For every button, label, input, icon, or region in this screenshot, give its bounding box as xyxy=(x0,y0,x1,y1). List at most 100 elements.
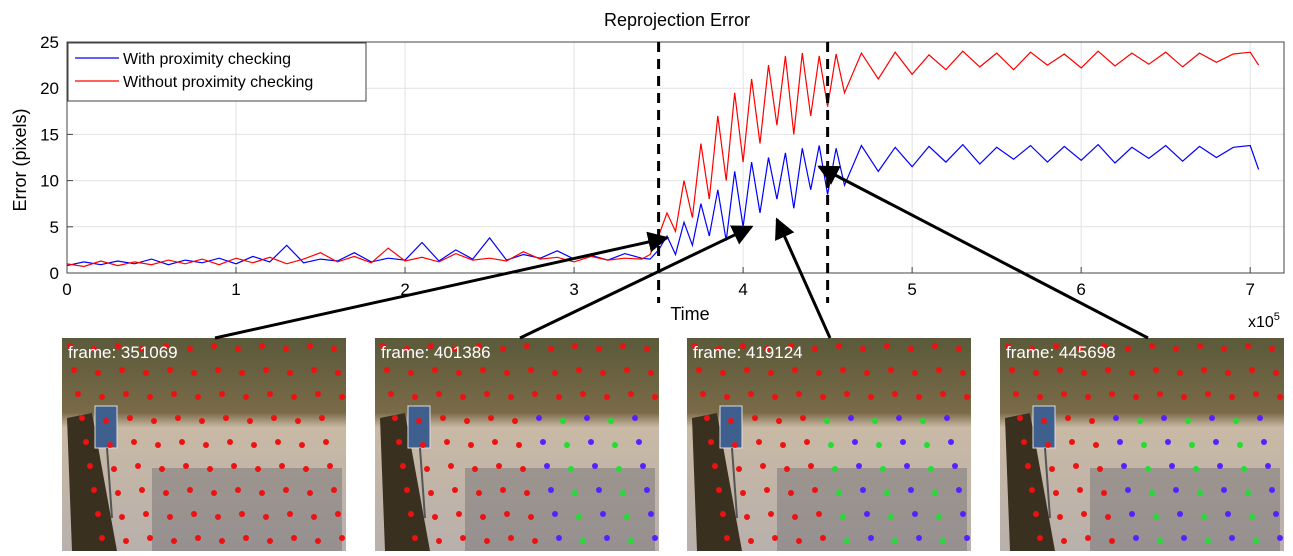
series-line xyxy=(66,50,1260,268)
feature-point xyxy=(920,418,926,424)
feature-point xyxy=(95,370,101,376)
feature-point xyxy=(644,346,650,352)
feature-point xyxy=(1069,439,1075,445)
feature-point xyxy=(600,370,606,376)
feature-point xyxy=(1133,394,1139,400)
feature-point xyxy=(1169,463,1175,469)
feature-point xyxy=(111,466,117,472)
feature-point xyxy=(1149,343,1155,349)
x-tick-label: 5 xyxy=(907,280,916,299)
feature-point xyxy=(792,514,798,520)
feature-point xyxy=(243,535,249,541)
feature-point xyxy=(1201,514,1207,520)
feature-point xyxy=(532,391,538,397)
feature-point xyxy=(259,490,265,496)
feature-point xyxy=(392,415,398,421)
feature-point xyxy=(612,442,618,448)
feature-point xyxy=(736,466,742,472)
feature-point xyxy=(1185,418,1191,424)
feature-point xyxy=(836,343,842,349)
legend-box xyxy=(67,42,367,102)
feature-point xyxy=(1225,511,1231,517)
feature-point xyxy=(708,439,714,445)
feature-point xyxy=(1197,343,1203,349)
feature-point xyxy=(1129,511,1135,517)
feature-point xyxy=(732,442,738,448)
feature-point xyxy=(1205,391,1211,397)
feature-point xyxy=(1025,463,1031,469)
feature-point xyxy=(580,391,586,397)
frame-label: frame: 351069 xyxy=(68,343,178,362)
feature-point xyxy=(892,538,898,544)
sign-post xyxy=(731,447,738,519)
feature-point xyxy=(408,511,414,517)
feature-point xyxy=(271,415,277,421)
feature-point xyxy=(956,487,962,493)
feature-point xyxy=(307,490,313,496)
feature-point xyxy=(203,442,209,448)
feature-point xyxy=(880,466,886,472)
feature-point xyxy=(1237,442,1243,448)
feature-point xyxy=(1033,370,1039,376)
feature-point xyxy=(860,487,866,493)
arrow xyxy=(817,165,1149,340)
feature-point xyxy=(1029,487,1035,493)
feature-point xyxy=(944,415,950,421)
feature-point xyxy=(784,466,790,472)
feature-point xyxy=(251,442,257,448)
feature-point xyxy=(1065,415,1071,421)
feature-point xyxy=(436,538,442,544)
feature-point xyxy=(476,343,482,349)
feature-point xyxy=(508,535,514,541)
feature-point xyxy=(1057,514,1063,520)
feature-point xyxy=(692,343,698,349)
feature-point xyxy=(448,463,454,469)
feature-point xyxy=(640,463,646,469)
frame-label: frame: 401386 xyxy=(381,343,491,362)
feature-point xyxy=(872,418,878,424)
feature-point xyxy=(163,490,169,496)
feature-point xyxy=(728,418,734,424)
feature-point xyxy=(87,463,93,469)
feature-point xyxy=(908,487,914,493)
feature-point xyxy=(940,538,946,544)
feature-point xyxy=(628,538,634,544)
feature-point xyxy=(796,538,802,544)
feature-point xyxy=(1181,394,1187,400)
feature-point xyxy=(568,466,574,472)
feature-point xyxy=(1181,535,1187,541)
series-line xyxy=(66,143,1260,267)
feature-point xyxy=(143,370,149,376)
feature-point xyxy=(504,370,510,376)
feature-point xyxy=(239,370,245,376)
feature-point xyxy=(1081,370,1087,376)
feature-point xyxy=(1225,370,1231,376)
feature-point xyxy=(1021,439,1027,445)
feature-point xyxy=(524,343,530,349)
feature-point xyxy=(71,367,77,373)
feature-point xyxy=(820,394,826,400)
tree-trunk xyxy=(692,413,742,551)
feature-point xyxy=(1149,490,1155,496)
feature-point xyxy=(696,367,702,373)
feature-point xyxy=(576,367,582,373)
feature-point xyxy=(472,466,478,472)
feature-point xyxy=(932,490,938,496)
feature-point xyxy=(488,415,494,421)
feature-point xyxy=(215,367,221,373)
feature-point xyxy=(179,439,185,445)
feature-point xyxy=(752,415,758,421)
feature-point xyxy=(1157,538,1163,544)
feature-point xyxy=(624,514,630,520)
feature-point xyxy=(1165,439,1171,445)
feature-point xyxy=(816,370,822,376)
y-tick-label: 15 xyxy=(40,125,59,144)
feature-point xyxy=(412,394,418,400)
feature-point xyxy=(916,394,922,400)
feature-point xyxy=(720,370,726,376)
feature-point xyxy=(103,418,109,424)
feature-point xyxy=(1049,466,1055,472)
x-tick-label: 6 xyxy=(1076,280,1085,299)
feature-point xyxy=(263,514,269,520)
feature-point xyxy=(856,463,862,469)
